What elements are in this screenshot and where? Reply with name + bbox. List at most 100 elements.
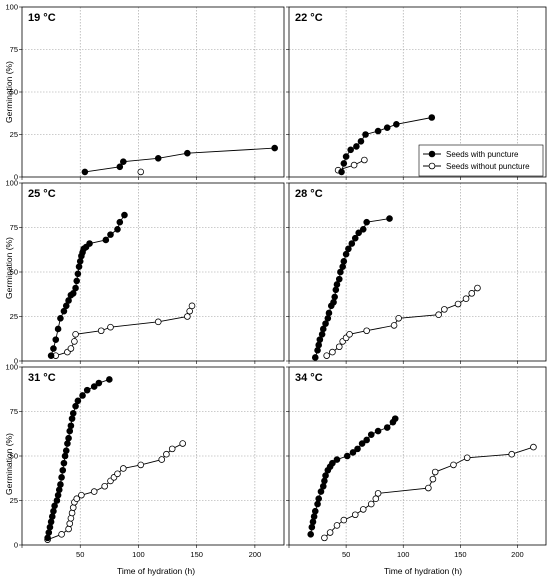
x-tick-label: 200 [249,550,262,559]
data-point-punctured [45,529,53,536]
data-point-punctured [50,507,57,515]
data-point-punctured [83,386,91,394]
y-tick-label: 100 [5,3,18,12]
data-point-intact [323,352,330,359]
y-axis-label-middle: Germination (%) [4,237,14,299]
data-point-intact [137,461,145,469]
panel-3: 0 25 50 75 100 25 °C [5,179,285,366]
data-point-punctured [44,534,51,542]
plot-background [289,183,546,361]
data-point-intact [163,450,170,458]
x-axis-label-right: Time of hydration (h) [384,566,462,576]
data-point-punctured [53,497,61,504]
x-tick-label: 50 [76,550,84,559]
data-point-punctured [332,286,340,294]
data-point-punctured [342,250,350,258]
data-point-intact [468,290,476,297]
data-point-punctured [351,234,359,242]
data-point-punctured [358,440,366,447]
data-point-punctured [154,155,162,162]
data-point-punctured [60,459,68,467]
data-point-punctured [81,168,89,176]
data-point-punctured [57,481,64,488]
data-point-intact [508,450,516,458]
panel-4: 28 °C [286,182,547,364]
legend-box [418,144,544,177]
data-point-intact [154,318,162,326]
data-point-punctured [330,298,337,306]
data-point-punctured [322,320,329,327]
y-axis-label-top: Germination (%) [4,61,14,123]
data-point-punctured [354,445,361,453]
data-point-intact [372,495,380,503]
data-point-punctured [318,330,326,338]
data-point-punctured [363,218,370,226]
data-point-intact [346,330,353,338]
data-point-intact [359,506,367,513]
data-point-punctured [65,297,72,304]
data-point-intact [186,307,193,315]
data-point-punctured [61,452,69,460]
data-point-intact [137,168,145,176]
data-point-intact [68,509,76,517]
panel-6: 50 100 150 200 34 °C [286,366,547,559]
panel-5: 0 25 50 75 100 50 100 150 200 31 °C [5,363,285,559]
data-point-punctured [116,163,124,171]
data-point-punctured [367,431,375,438]
data-point-punctured [86,240,93,247]
data-point-punctured [60,307,68,315]
data-point-punctured [316,336,324,343]
data-point-punctured [116,218,124,226]
y-tick-label: 50 [10,268,18,277]
data-point-intact [329,348,336,356]
y-tick-label: 25 [10,130,18,139]
data-point-intact [97,327,105,335]
panel-title: 19 °C [28,12,56,24]
y-tick-label: 0 [14,357,18,366]
data-point-intact [72,330,79,338]
data-point-punctured [311,354,319,361]
data-point-punctured [362,131,369,138]
data-point-intact [114,470,121,478]
data-point-intact [67,514,75,522]
data-point-punctured [340,258,348,265]
x-axis-label-left: Time of hydration (h) [117,566,195,576]
data-point-punctured [311,507,319,515]
data-point-punctured [58,474,65,481]
plot-background [289,367,546,545]
data-point-punctured [114,225,121,233]
data-point-intact [321,534,328,542]
data-point-punctured [51,502,58,510]
data-point-punctured [315,495,322,503]
data-point-punctured [363,436,370,444]
panel-title: 22 °C [295,12,323,24]
data-point-punctured [333,281,341,288]
y-tick-label: 75 [10,45,18,54]
panel-1: 0 25 50 75 100 19 °C [5,3,285,182]
y-tick-label: 50 [10,452,18,461]
y-tick-label: 75 [10,223,18,232]
data-point-punctured [74,397,82,405]
data-point-punctured [359,225,367,233]
data-point-punctured [324,314,332,322]
data-point-punctured [319,482,327,490]
data-point-punctured [62,447,70,454]
x-tick-label: 150 [190,550,203,559]
data-point-punctured [338,168,345,176]
data-point-punctured [393,121,400,128]
data-point-punctured [321,477,328,485]
data-point-punctured [333,456,341,463]
data-point-punctured [310,513,318,520]
data-point-punctured [65,434,72,442]
data-point-punctured [308,523,316,531]
series-line-punctured [84,147,275,173]
plot-background [22,7,284,177]
data-point-punctured [355,229,362,237]
panel-title: 34 °C [295,372,323,384]
data-point-punctured [307,531,315,538]
data-point-intact [363,327,370,335]
data-point-punctured [353,143,360,150]
data-point-punctured [343,452,351,460]
data-point-punctured [349,449,357,456]
data-point-punctured [75,263,83,270]
